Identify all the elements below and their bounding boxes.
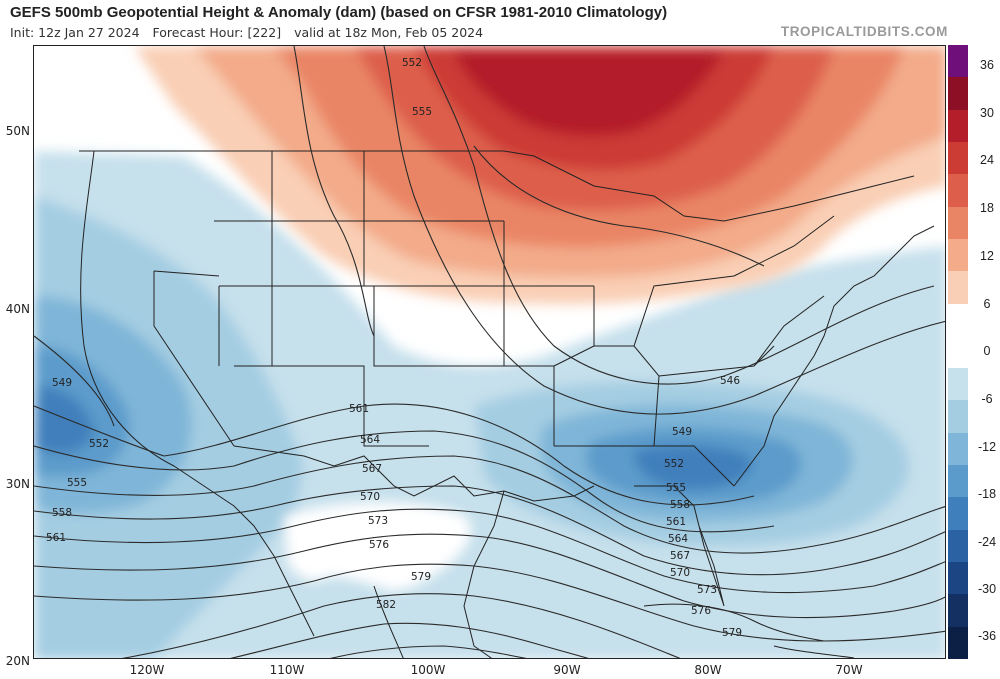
lon-label-70w: 70W [835, 663, 863, 677]
valid-time: valid at 18z Mon, Feb 05 2024 [294, 25, 484, 40]
colorbar-segment [948, 109, 968, 143]
colorbar-segment [948, 206, 968, 240]
lon-label-110w: 110W [269, 663, 305, 677]
chart-title: GEFS 500mb Geopotential Height & Anomaly… [10, 4, 668, 21]
colorbar-segment [948, 238, 968, 272]
lat-label-50n: 50N [5, 124, 30, 138]
contour-label: 579 [411, 571, 431, 583]
colorbar-tick: -30 [977, 582, 997, 596]
lon-label-100w: 100W [410, 663, 446, 677]
contour-label: 549 [52, 377, 72, 389]
lon-label-90w: 90W [553, 663, 581, 677]
contour-label: 576 [691, 605, 711, 617]
site-brand: TROPICALTIDBITS.COM [780, 24, 948, 39]
colorbar-segment [948, 465, 968, 498]
contour-label: 561 [349, 403, 369, 415]
colorbar-segment [948, 303, 968, 337]
colorbar-tick: 24 [980, 153, 994, 167]
lat-label-40n: 40N [5, 302, 30, 316]
colorbar-segment [948, 626, 968, 660]
contour-label: 555 [412, 106, 432, 118]
contour-label: 579 [722, 627, 742, 639]
contour-label: 576 [369, 539, 389, 551]
contour-labels: 552 555 549 552 555 558 561 561 564 567 … [46, 57, 742, 639]
colorbar-segment [948, 497, 968, 531]
colorbar-tick: 6 [983, 297, 991, 311]
contour-label: 561 [666, 516, 686, 528]
colorbar-tick: -12 [977, 440, 997, 454]
lon-label-120w: 120W [129, 663, 165, 677]
colorbar-segment [948, 174, 968, 208]
contour-label: 564 [360, 434, 380, 446]
contour-label: 558 [52, 507, 72, 519]
contour-label: 570 [670, 567, 690, 579]
contour-label: 561 [46, 532, 66, 544]
anomaly-map: 552 555 549 552 555 558 561 561 564 567 … [34, 46, 945, 658]
contour-label: 582 [376, 599, 396, 611]
colorbar-segment [948, 141, 968, 175]
colorbar-tick: 30 [980, 106, 994, 120]
contour-label: 555 [67, 477, 87, 489]
height-contours [34, 46, 945, 658]
lon-label-80w: 80W [694, 663, 722, 677]
lat-label-20n: 20N [5, 654, 30, 668]
colorbar-tick: -18 [977, 487, 997, 501]
colorbar-segment [948, 594, 968, 628]
init-time: Init: 12z Jan 27 2024 [10, 25, 140, 40]
colorbar-segment [948, 335, 968, 369]
contour-label: 552 [664, 458, 684, 470]
colorbar-tick: -6 [981, 392, 993, 406]
map-panel: 552 555 549 552 555 558 561 561 564 567 … [33, 45, 946, 659]
colorbar-segment [948, 562, 968, 595]
colorbar-tick: -36 [977, 629, 997, 643]
contour-label: 564 [668, 533, 688, 545]
colorbar-segment [948, 529, 968, 563]
colorbar-segment [948, 368, 968, 401]
contour-label: 555 [666, 482, 686, 494]
colorbar-tick: 18 [980, 201, 994, 215]
contour-label: 552 [89, 438, 109, 450]
contour-label: 549 [672, 426, 692, 438]
colorbar-segment [948, 400, 968, 434]
colorbar-segment [948, 77, 968, 111]
forecast-hour: Forecast Hour: [222] [152, 25, 282, 40]
colorbar-segment [948, 432, 968, 466]
contour-label: 570 [360, 491, 380, 503]
run-info: Init: 12z Jan 27 2024 Forecast Hour: [22… [10, 25, 492, 40]
header: GEFS 500mb Geopotential Height & Anomaly… [0, 0, 1000, 45]
positive-anomaly-field [134, 46, 945, 304]
colorbar-tick: 12 [980, 249, 994, 263]
colorbar-segment [948, 45, 968, 78]
contour-label: 558 [670, 499, 690, 511]
contour-label: 552 [402, 57, 422, 69]
colorbar-tick: 36 [980, 58, 994, 72]
lat-label-30n: 30N [5, 477, 30, 491]
colorbar-tick: 0 [983, 344, 991, 358]
contour-label: 573 [697, 584, 717, 596]
contour-label: 546 [720, 375, 740, 387]
anomaly-colorbar [948, 45, 968, 660]
contour-label: 573 [368, 515, 388, 527]
colorbar-tick: -24 [977, 535, 997, 549]
contour-label: 567 [362, 463, 382, 475]
contour-label: 567 [670, 550, 690, 562]
colorbar-segment [948, 271, 968, 305]
